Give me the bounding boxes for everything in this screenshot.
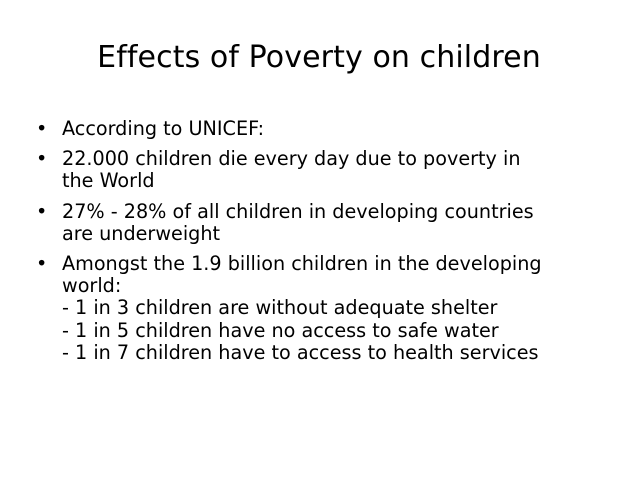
bullet-item: According to UNICEF: — [36, 117, 606, 140]
bullet-line: - 1 in 7 children have to access to heal… — [62, 340, 539, 364]
bullet-line: 27% - 28% of all children in developing … — [62, 199, 534, 223]
bullet-line: - 1 in 5 children have no access to safe… — [62, 318, 499, 342]
bullet-item: 22.000 children die every day due to pov… — [36, 147, 606, 193]
bullet-line: are underweight — [62, 221, 221, 245]
bullet-line: Amongst the 1.9 billion children in the … — [62, 252, 542, 276]
bullet-line: According to UNICEF: — [62, 117, 265, 140]
slide-title: Effects of Poverty on children — [97, 40, 541, 75]
bullet-line: world: — [62, 274, 122, 298]
bullet-line: 22.000 children die every day due to pov… — [62, 147, 521, 171]
bullet-line: the World — [62, 169, 155, 193]
bullet-list: According to UNICEF: 22.000 children die… — [36, 117, 606, 372]
bullet-item: 27% - 28% of all children in developing … — [36, 199, 606, 245]
bullet-line: - 1 in 3 children are without adequate s… — [62, 296, 498, 320]
bullet-item: Amongst the 1.9 billion children in the … — [36, 252, 606, 364]
